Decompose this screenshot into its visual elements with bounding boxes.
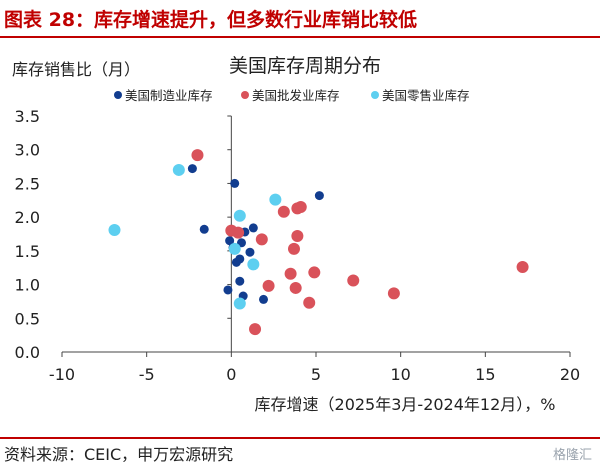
y-axis-label: 库存销售比（月）	[12, 60, 140, 79]
scatter-point	[235, 254, 245, 264]
scatter-point	[108, 223, 121, 236]
legend-marker	[241, 91, 249, 99]
scatter-point	[308, 266, 321, 279]
scatter-point	[249, 323, 262, 336]
x-tick-label: 5	[311, 365, 321, 384]
scatter-point	[233, 297, 246, 310]
scatter-point	[233, 209, 246, 222]
scatter-point	[262, 279, 275, 292]
scatter-point	[245, 247, 255, 257]
figure-title: 图表 28：库存增速提升，但多数行业库销比较低	[4, 8, 418, 31]
scatter-point	[284, 267, 297, 280]
legend-label: 美国批发业库存	[252, 88, 340, 103]
scatter-point	[228, 242, 241, 255]
y-tick-label: 2.0	[15, 208, 40, 227]
y-tick-label: 3.5	[15, 107, 40, 126]
y-tick-label: 0.5	[15, 309, 40, 328]
x-tick-label: 15	[475, 365, 495, 384]
scatter-point	[235, 276, 245, 286]
scatter-point	[248, 223, 258, 233]
scatter-point	[294, 201, 307, 214]
scatter-point	[191, 149, 204, 162]
header-rule	[0, 36, 600, 38]
scatter-point	[347, 274, 360, 287]
legend-marker	[114, 91, 122, 99]
chart-title: 美国库存周期分布	[229, 55, 381, 77]
scatter-point	[232, 226, 245, 239]
y-tick-label: 3.0	[15, 141, 40, 160]
axes-layer: 0.0 0.5 1.0 1.5 2.0 2.5 3.0 3.5 -10 -5 0 5 10 15 20	[15, 107, 581, 384]
scatter-point	[259, 294, 269, 304]
x-tick-label: -5	[139, 365, 155, 384]
scatter-point	[269, 193, 282, 206]
watermark: 格隆汇	[552, 448, 592, 463]
source-note: 资料来源：CEIC，申万宏源研究	[4, 445, 234, 464]
scatter-point	[172, 163, 185, 176]
x-tick-label: -10	[49, 365, 75, 384]
scatter-point	[247, 258, 260, 271]
y-tick-label: 0.0	[15, 343, 40, 362]
scatter-point	[277, 205, 290, 218]
y-tick-label: 2.5	[15, 174, 40, 193]
scatter-point	[225, 236, 235, 246]
scatter-point	[199, 224, 209, 234]
scatter-point	[230, 178, 240, 188]
y-tick-label: 1.0	[15, 276, 40, 295]
legend-label: 美国零售业库存	[382, 88, 470, 103]
points-layer	[108, 149, 529, 336]
x-axis-label: 库存增速（2025年3月-2024年12月），%	[255, 395, 556, 414]
x-tick-label: 0	[226, 365, 236, 384]
figure-header: 图表 28：库存增速提升，但多数行业库销比较低	[0, 0, 600, 36]
scatter-point	[289, 281, 302, 294]
scatter-point	[516, 261, 529, 274]
legend-item: 美国零售业库存	[371, 88, 470, 103]
x-tick-label: 10	[390, 365, 410, 384]
scatter-point	[303, 296, 316, 309]
legend-item: 美国制造业库存	[114, 88, 213, 103]
scatter-point	[255, 233, 268, 246]
footer-rule	[0, 437, 600, 439]
scatter-point	[314, 191, 324, 201]
scatter-point	[287, 242, 300, 255]
legend-label: 美国制造业库存	[125, 88, 213, 103]
x-tick-label: 20	[560, 365, 580, 384]
legend-item: 美国批发业库存	[241, 88, 340, 103]
scatter-point	[187, 164, 197, 174]
legend-marker	[371, 91, 379, 99]
scatter-point	[223, 285, 233, 295]
scatter-point	[291, 230, 304, 243]
scatter-point	[387, 287, 400, 300]
legend: 美国制造业库存 美国批发业库存 美国零售业库存	[114, 88, 470, 103]
scatter-chart: 0.0 0.5 1.0 1.5 2.0 2.5 3.0 3.5 -10 -5 0 5 10 15 20 美国…	[12, 55, 581, 414]
y-tick-label: 1.5	[15, 242, 40, 261]
